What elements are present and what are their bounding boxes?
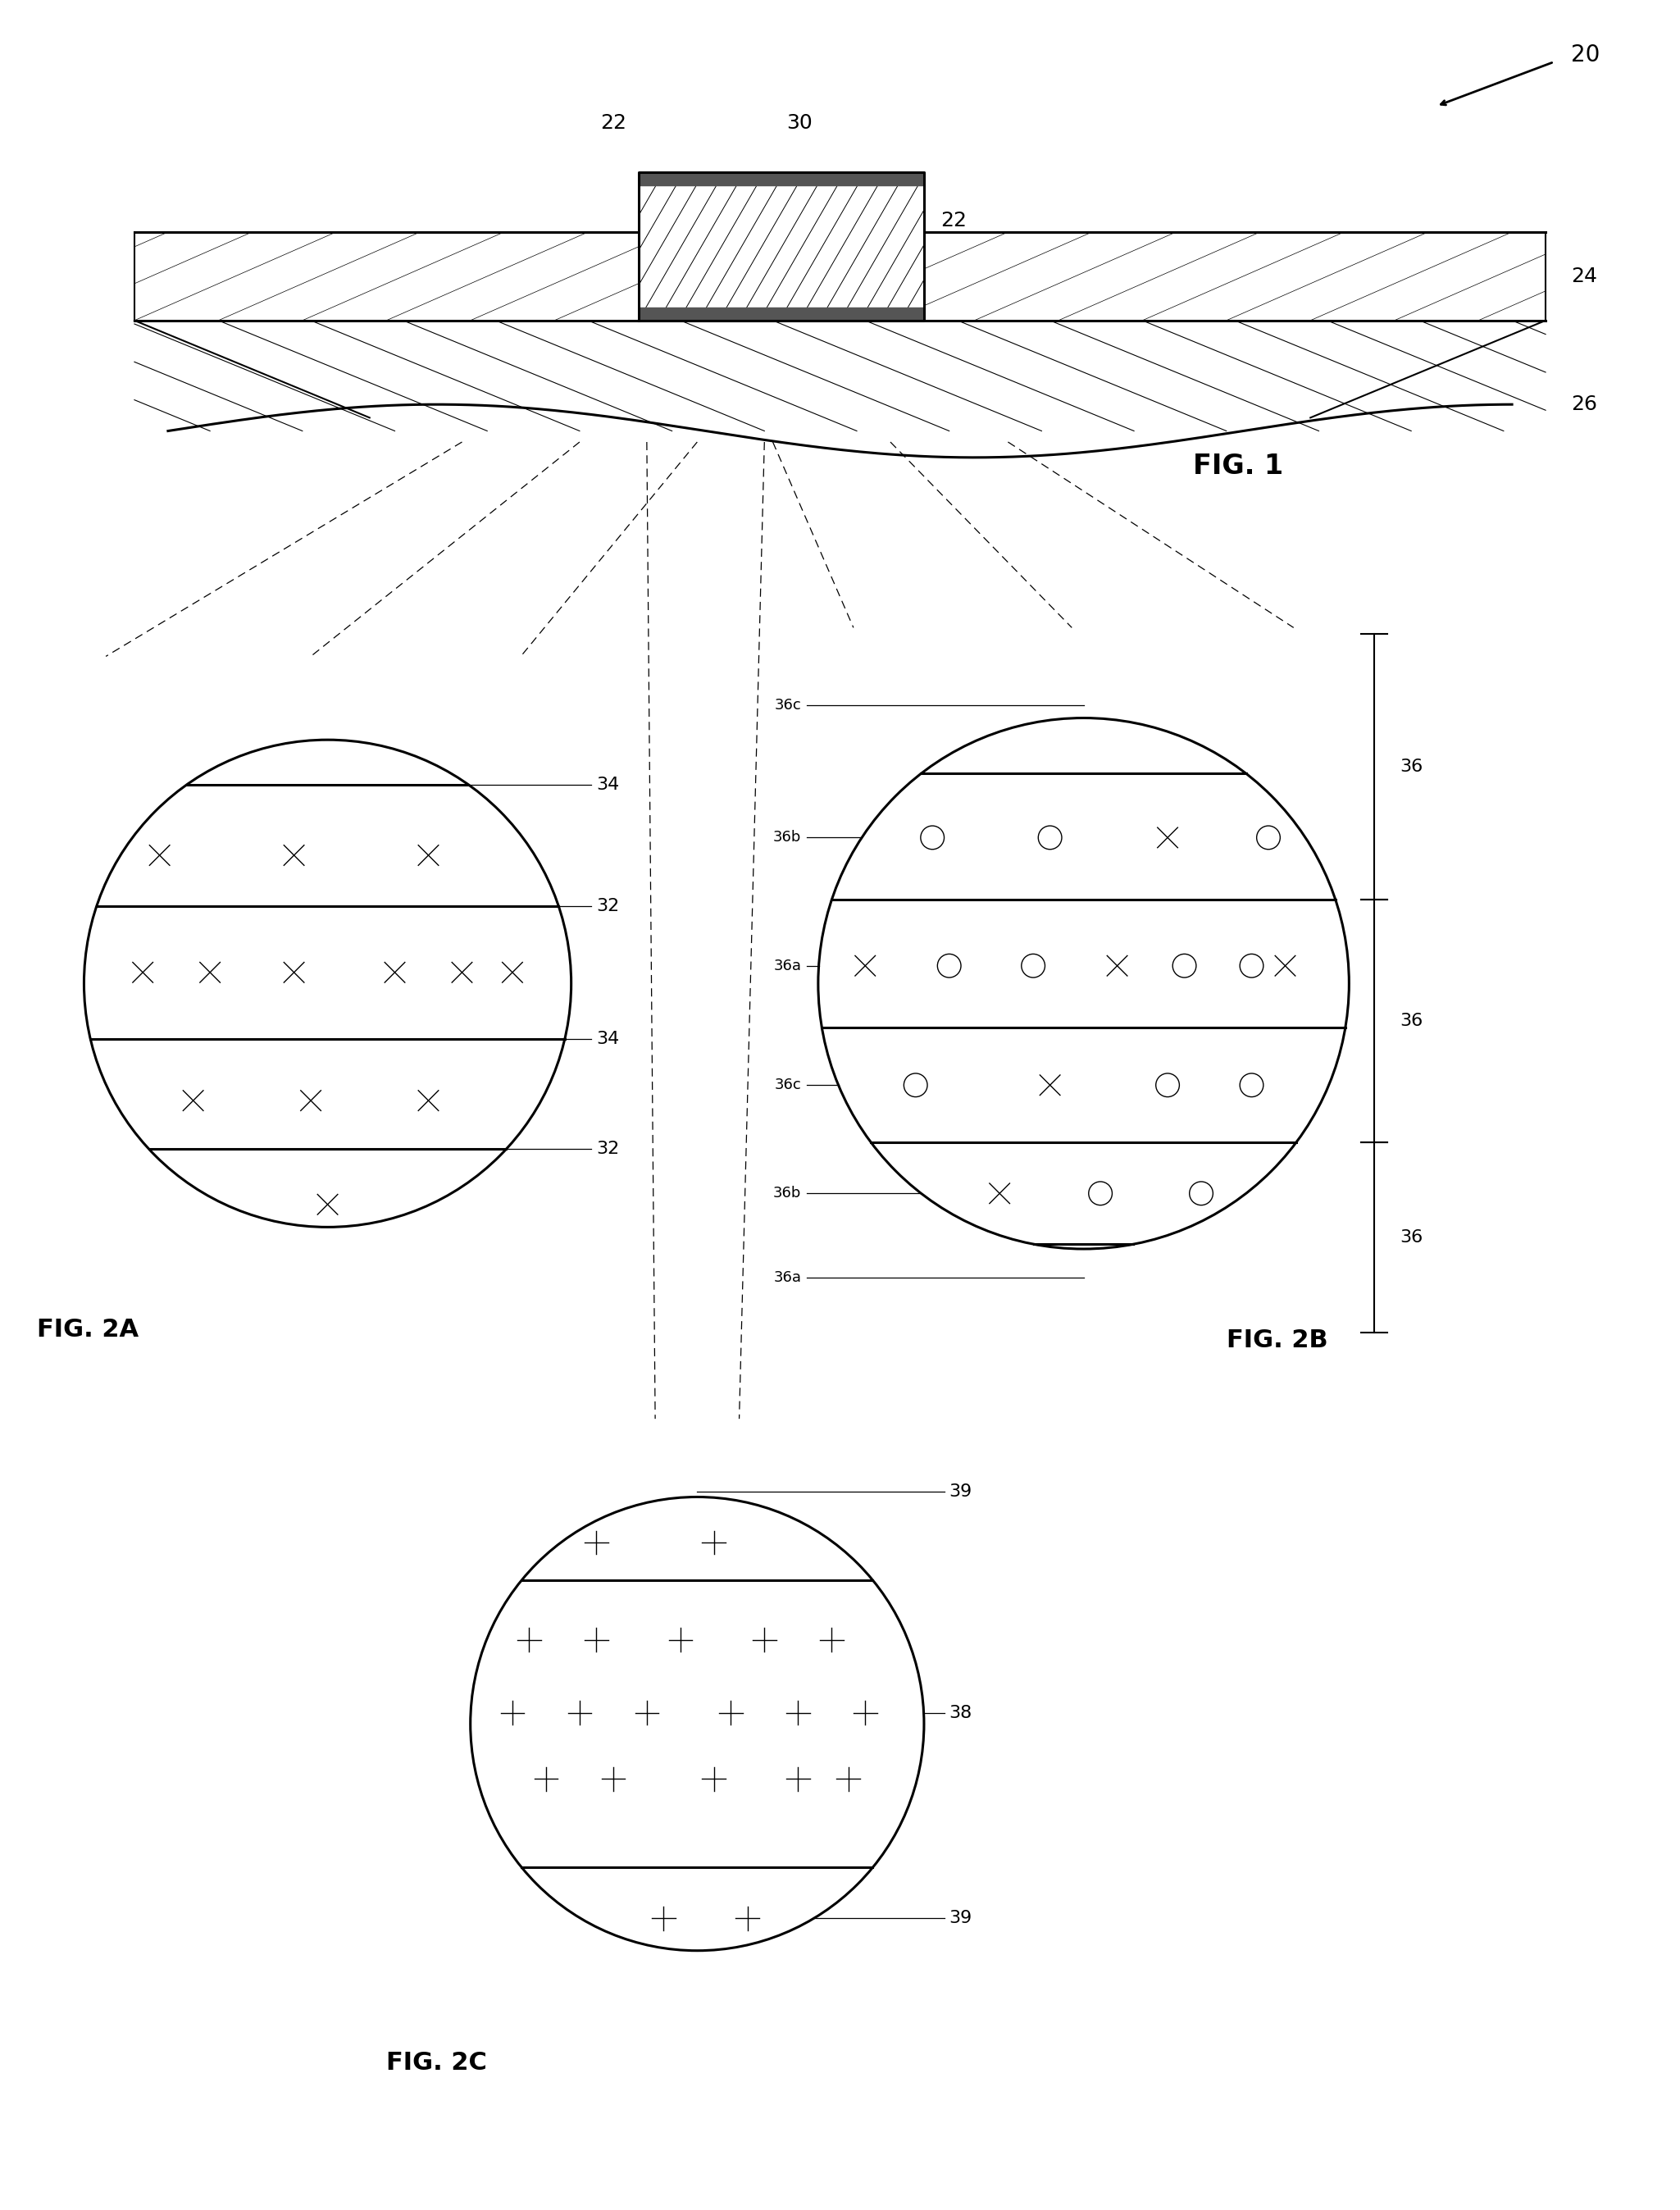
Text: 34: 34: [596, 1030, 620, 1048]
Text: 39: 39: [949, 1483, 973, 1501]
Text: 36: 36: [1399, 1012, 1423, 1030]
Text: 36b: 36b: [773, 1187, 801, 1200]
Text: 36a: 36a: [773, 959, 801, 972]
Text: 34: 34: [596, 776, 620, 793]
Text: 30: 30: [786, 113, 811, 133]
Text: 20: 20: [1571, 44, 1599, 66]
Text: FIG. 2C: FIG. 2C: [386, 2051, 487, 2075]
Text: 36: 36: [1399, 1229, 1423, 1246]
Text: 38: 38: [949, 1704, 973, 1722]
Text: 36c: 36c: [774, 1078, 801, 1092]
Text: 22: 22: [941, 212, 968, 230]
Text: FIG. 2A: FIG. 2A: [37, 1317, 139, 1341]
Text: 36a: 36a: [773, 1271, 801, 1284]
Text: 39: 39: [949, 1909, 973, 1927]
Text: FIG. 2B: FIG. 2B: [1226, 1328, 1327, 1353]
Text: 32: 32: [596, 897, 620, 915]
Text: 32: 32: [596, 1140, 620, 1158]
Text: 36b: 36b: [773, 831, 801, 844]
Text: 26: 26: [1571, 396, 1598, 413]
Text: 24: 24: [1571, 267, 1598, 285]
Bar: [638, 172, 924, 320]
Text: FIG. 1: FIG. 1: [1193, 453, 1284, 480]
Text: 22: 22: [600, 113, 627, 133]
Text: 36: 36: [1399, 758, 1423, 776]
Text: 36c: 36c: [774, 698, 801, 712]
